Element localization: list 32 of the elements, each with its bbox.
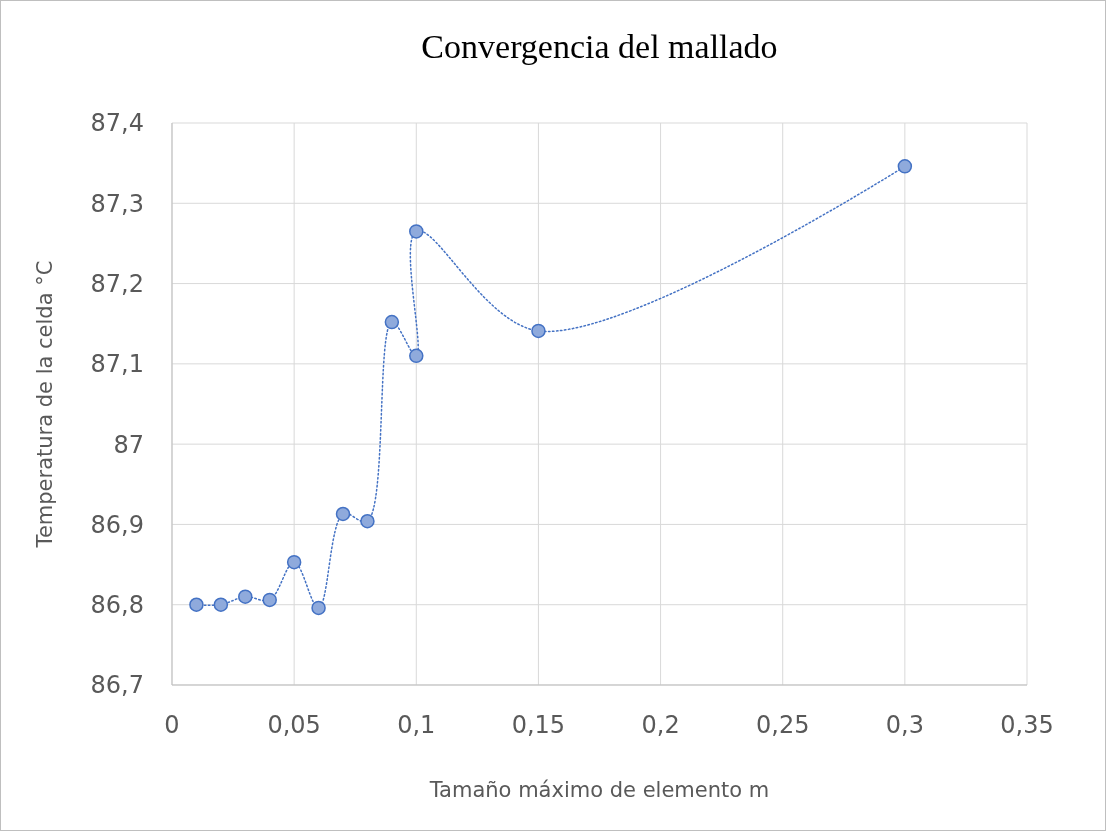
y-tick-label: 86,7 [90, 671, 144, 700]
x-tick-label: 0,2 [641, 711, 680, 739]
y-axis-title: Temperatura de la celda °C [33, 260, 57, 549]
x-axis-title: Tamaño máximo de elemento m [428, 778, 770, 802]
point [311, 600, 326, 616]
x-tick-label: 0,35 [1000, 711, 1054, 739]
y-tick-label: 86,9 [90, 510, 144, 539]
chart-title: Convergencia del mallado [421, 28, 778, 65]
y-tick-label: 87,1 [90, 350, 144, 379]
point [384, 314, 400, 330]
y-tick-label: 87 [113, 430, 144, 459]
point [360, 513, 375, 529]
point [238, 589, 253, 604]
x-tick-label: 0,05 [267, 711, 321, 739]
point [531, 323, 546, 339]
point [409, 348, 424, 364]
point [897, 159, 913, 174]
point [335, 506, 351, 522]
x-tick-label: 0,15 [511, 711, 566, 739]
x-tick-label: 0,25 [756, 711, 810, 739]
point [286, 554, 302, 570]
x-tick-label: 0,3 [885, 711, 924, 739]
y-tick-label: 87,4 [90, 109, 144, 138]
point [189, 597, 204, 612]
point [213, 597, 229, 612]
y-tick-label: 87,3 [90, 189, 144, 218]
point [409, 224, 424, 239]
point [262, 592, 277, 608]
x-tick-label: 0 [164, 711, 180, 739]
y-tick-label: 87,2 [90, 269, 144, 298]
x-tick-label: 0,1 [397, 711, 436, 739]
y-tick-label: 86,8 [90, 591, 144, 620]
